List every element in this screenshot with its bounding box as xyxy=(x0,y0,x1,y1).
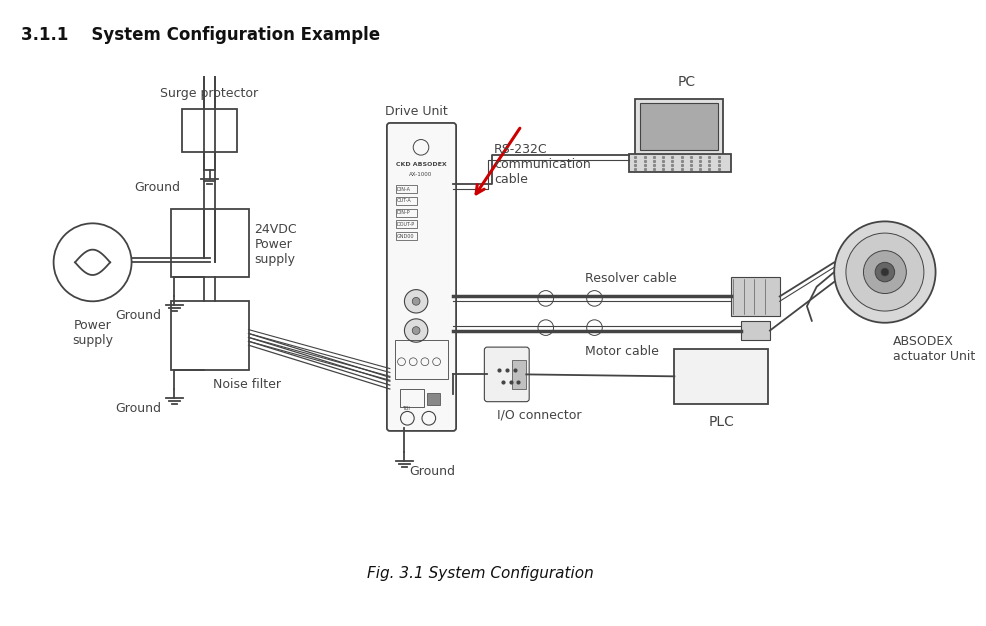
Bar xyxy=(395,185,417,193)
Bar xyxy=(731,277,779,316)
Text: GND00: GND00 xyxy=(396,233,414,239)
Bar xyxy=(171,208,248,277)
Text: I/O connector: I/O connector xyxy=(497,409,581,421)
Bar xyxy=(182,110,237,152)
Bar xyxy=(395,197,417,205)
Bar xyxy=(171,301,248,369)
Text: 24VDC
Power
supply: 24VDC Power supply xyxy=(254,223,297,266)
Text: Surge protector: Surge protector xyxy=(161,86,258,100)
Text: Power
supply: Power supply xyxy=(72,319,113,347)
Bar xyxy=(740,321,769,341)
Bar xyxy=(511,360,526,389)
Text: PC: PC xyxy=(677,75,695,89)
Bar xyxy=(635,99,723,155)
Text: Ground: Ground xyxy=(114,309,161,322)
Circle shape xyxy=(404,319,427,342)
Circle shape xyxy=(833,222,935,323)
Text: DOUT-P: DOUT-P xyxy=(396,222,414,227)
Bar xyxy=(426,393,440,404)
Text: PLC: PLC xyxy=(708,415,734,429)
Bar xyxy=(399,389,424,406)
Bar xyxy=(628,154,731,172)
Text: Drive Unit: Drive Unit xyxy=(385,105,448,118)
Text: OUT-A: OUT-A xyxy=(396,198,411,203)
Text: DIN-P: DIN-P xyxy=(396,210,410,215)
Text: CKD ABSODEX: CKD ABSODEX xyxy=(395,162,446,167)
Bar xyxy=(395,208,417,217)
Text: Ground: Ground xyxy=(114,402,161,414)
FancyBboxPatch shape xyxy=(484,347,528,402)
Text: Resolver cable: Resolver cable xyxy=(584,272,675,285)
Text: Motor cable: Motor cable xyxy=(584,345,658,358)
Text: 3.1.1    System Configuration Example: 3.1.1 System Configuration Example xyxy=(22,26,381,43)
Text: Fig. 3.1 System Configuration: Fig. 3.1 System Configuration xyxy=(367,566,594,581)
Text: DIN-A: DIN-A xyxy=(396,187,410,192)
Circle shape xyxy=(845,233,923,311)
Bar xyxy=(673,349,767,404)
Text: ABSODEX
actuator Unit: ABSODEX actuator Unit xyxy=(891,336,974,364)
Text: AX-1000: AX-1000 xyxy=(409,172,432,177)
Bar xyxy=(394,341,448,379)
Text: TBI: TBI xyxy=(401,406,409,411)
Text: RS-232C
communication
cable: RS-232C communication cable xyxy=(494,143,591,187)
Circle shape xyxy=(412,327,420,334)
Text: Ground: Ground xyxy=(134,182,180,195)
Bar xyxy=(395,232,417,240)
Text: Noise filter: Noise filter xyxy=(213,378,281,391)
Text: Ground: Ground xyxy=(409,465,455,478)
Circle shape xyxy=(880,268,888,276)
Circle shape xyxy=(412,297,420,305)
Circle shape xyxy=(863,250,905,294)
FancyBboxPatch shape xyxy=(387,123,456,431)
Bar xyxy=(640,103,718,150)
Bar xyxy=(395,220,417,228)
Circle shape xyxy=(875,262,893,282)
Circle shape xyxy=(404,290,427,313)
